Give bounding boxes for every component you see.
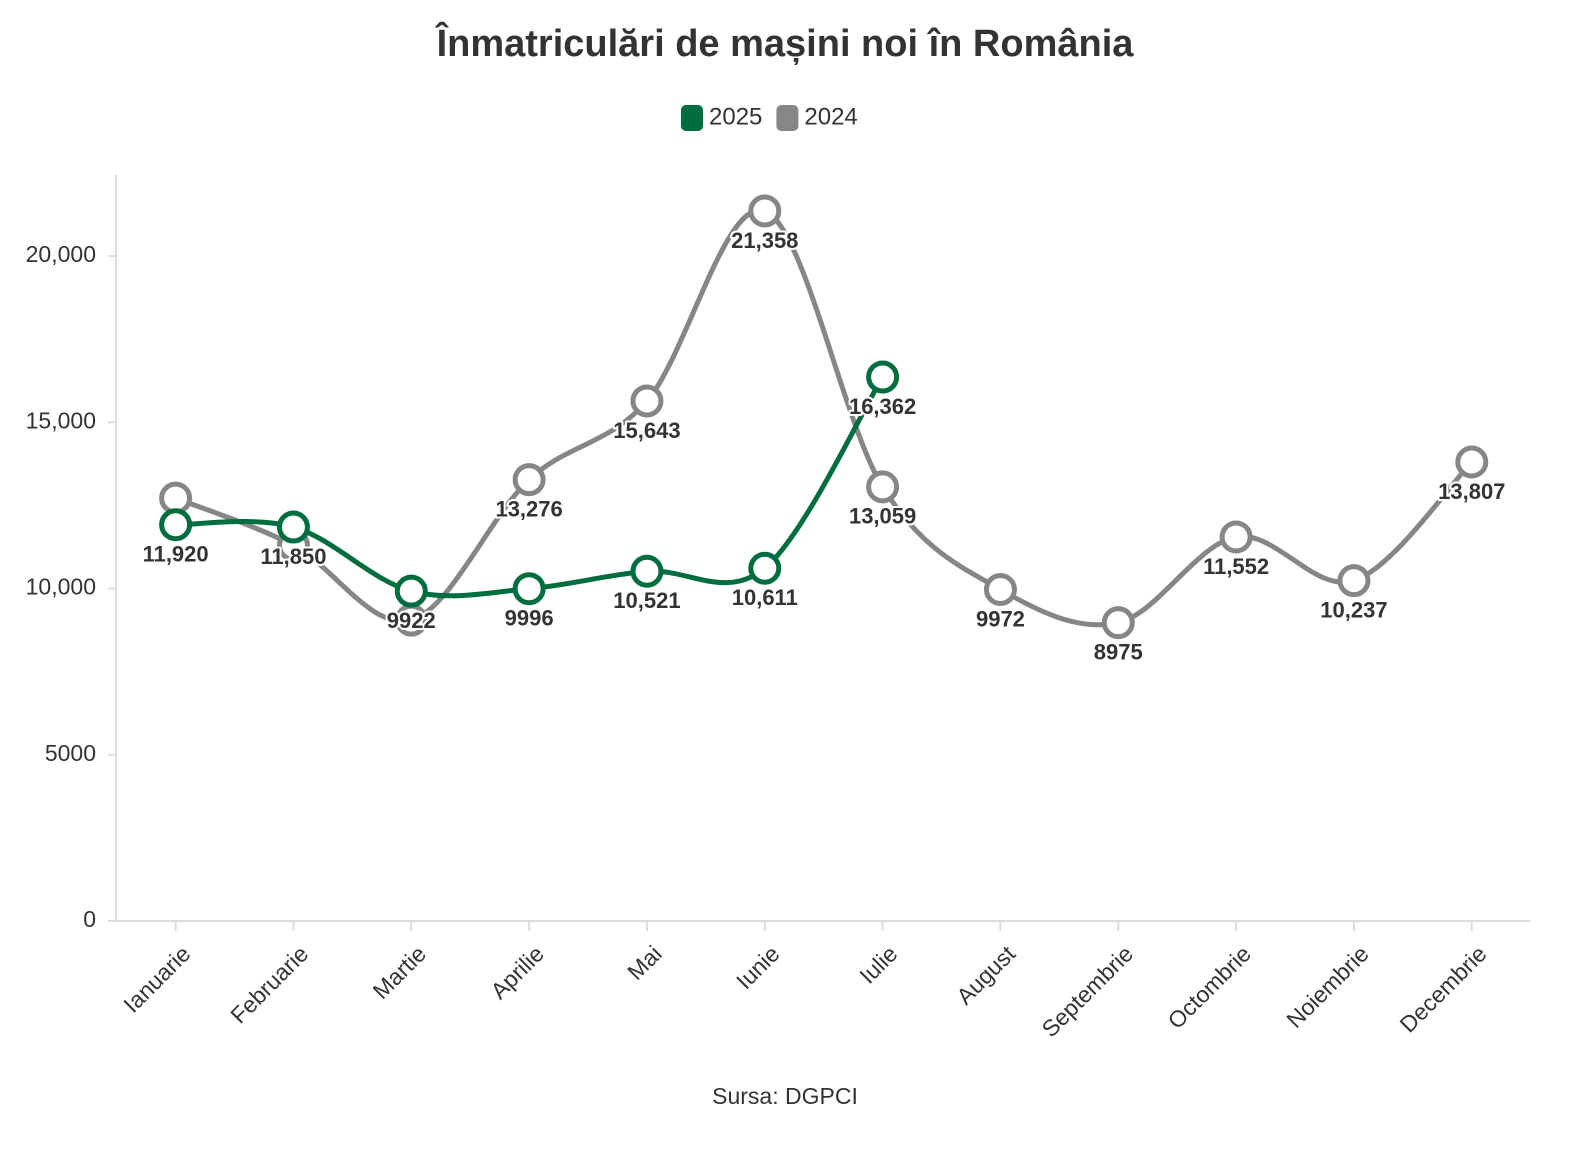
x-tick-label: Ianuarie — [118, 940, 195, 1017]
x-tick-label: Iulie — [854, 940, 902, 988]
x-tick-label: Noiembrie — [1281, 940, 1374, 1033]
value-label: 13,807 — [1438, 479, 1505, 504]
value-label: 11,920 — [143, 542, 209, 567]
legend-label: 2024 — [804, 103, 857, 130]
point — [159, 481, 193, 515]
value-label: 13,276 — [495, 496, 562, 521]
value-labels: 13,276 15,643 21,358 13,059 9972 8975 11,552 10… — [141, 226, 1508, 667]
point — [276, 510, 310, 544]
chart-title: Înmatriculări de mașini noi în România — [435, 21, 1135, 65]
value-label: 9922 — [387, 608, 436, 633]
x-tick-label: Octombrie — [1163, 940, 1256, 1033]
source: Sursa: DGPCI — [712, 1083, 858, 1109]
value-label: 8975 — [1094, 639, 1143, 664]
point — [512, 463, 546, 497]
y-tick-label: 15,000 — [26, 407, 96, 433]
legend-swatch — [776, 105, 799, 131]
x-tick-label: Mai — [622, 940, 667, 985]
value-label: 11,552 — [1203, 554, 1269, 579]
point — [630, 384, 664, 418]
point — [1101, 606, 1135, 640]
value-label: 9996 — [505, 606, 554, 631]
value-label: 11,850 — [260, 544, 326, 569]
value-label: 15,643 — [613, 418, 680, 443]
value-label: 21,358 — [731, 228, 798, 253]
value-label: 10,237 — [1320, 597, 1387, 622]
x-tick-label: August — [951, 940, 1020, 1009]
value-label: 13,059 — [849, 504, 916, 529]
point — [394, 574, 428, 608]
value-label: 16,362 — [849, 394, 916, 419]
series-line — [174, 207, 1474, 628]
x-tick-label: Martie — [368, 940, 432, 1004]
legend-label: 2025 — [709, 103, 762, 130]
value-label: 9972 — [976, 606, 1025, 631]
legend-swatch — [681, 105, 703, 131]
x-tick-label: Septembrie — [1037, 940, 1139, 1042]
value-label: 10,611 — [732, 585, 798, 610]
y-tick-label: 20,000 — [26, 241, 96, 267]
point — [1219, 520, 1253, 554]
point — [866, 470, 900, 504]
x-tick-label: Iunie — [731, 940, 785, 994]
y-tick-label: 0 — [83, 906, 96, 932]
y-tick-label: 10,000 — [26, 574, 96, 600]
y-tick-label: 5000 — [45, 740, 96, 766]
point — [748, 194, 782, 228]
point — [866, 360, 900, 394]
point — [1337, 564, 1371, 598]
point — [512, 572, 546, 606]
point — [630, 554, 664, 588]
markers — [159, 194, 1489, 640]
x-tick-label: Aprilie — [485, 940, 549, 1004]
point — [983, 572, 1017, 606]
lines — [174, 207, 1474, 628]
x-tick-label: Februarie — [225, 940, 313, 1028]
value-label: 10,521 — [613, 588, 680, 613]
x-tick-label: Decembrie — [1395, 940, 1492, 1037]
point — [159, 508, 193, 542]
point — [748, 551, 782, 585]
point — [1455, 445, 1489, 479]
